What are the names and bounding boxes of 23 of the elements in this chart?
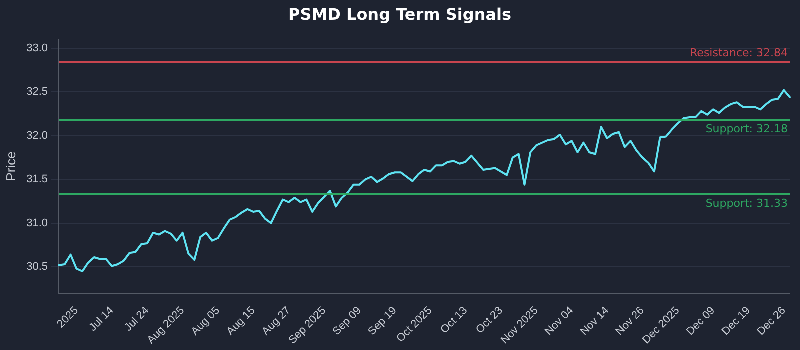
x-tick-label: Aug 15 bbox=[224, 304, 258, 338]
y-tick-label: 30.5 bbox=[26, 261, 48, 274]
x-tick-label: Oct 13 bbox=[438, 304, 470, 336]
ref-line-label: Support: 31.33 bbox=[706, 196, 788, 210]
x-tick-label: Jul 14 bbox=[87, 304, 116, 334]
ref-line-label: Resistance: 32.84 bbox=[690, 46, 788, 60]
x-tick-label: Dec 09 bbox=[684, 304, 718, 338]
chart-title: PSMD Long Term Signals bbox=[287, 5, 513, 24]
y-tick-label: 31.0 bbox=[26, 217, 48, 230]
ref-line-label: Support: 32.18 bbox=[706, 122, 788, 136]
x-tick-label: Sep 09 bbox=[330, 304, 364, 338]
y-tick-label: 32.5 bbox=[26, 86, 48, 98]
y-tick-label: 31.5 bbox=[26, 174, 48, 186]
x-tick-label: Jul 24 bbox=[122, 304, 152, 334]
x-tick-label: Nov 14 bbox=[578, 304, 612, 338]
y-axis-title: Price bbox=[3, 152, 18, 182]
x-tick-label: Nov 04 bbox=[543, 304, 576, 338]
y-tick-label: 32.0 bbox=[26, 130, 48, 142]
y-tick-label: 33.0 bbox=[26, 42, 48, 54]
x-tick-label: Dec 19 bbox=[720, 304, 753, 338]
x-tick-label: Oct 23 bbox=[474, 304, 506, 336]
x-tick-label: Dec 26 bbox=[755, 304, 788, 338]
x-tick-label: Aug 05 bbox=[189, 304, 222, 338]
